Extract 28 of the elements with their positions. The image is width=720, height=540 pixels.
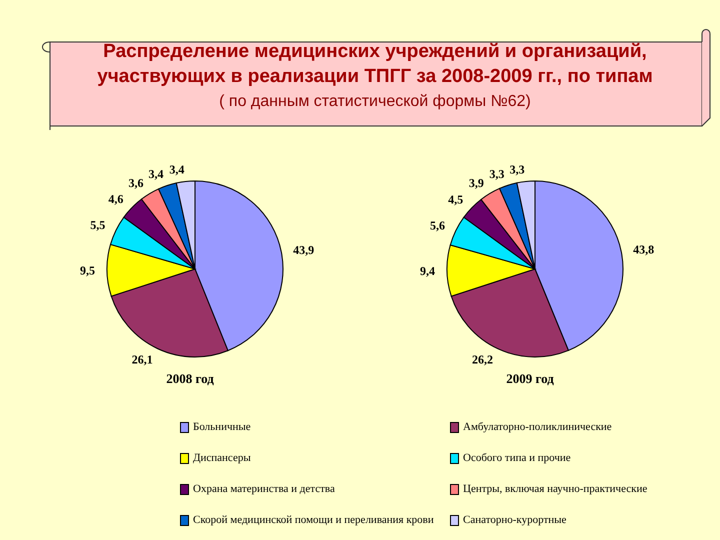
- data-label: 3,3: [510, 162, 525, 177]
- text: 2009 год: [506, 371, 554, 386]
- data-label: 5,5: [90, 218, 106, 232]
- data-label: 43,8: [633, 242, 654, 257]
- legend-label: Больничные: [193, 421, 251, 433]
- legend-label: Амбулаторно-поликлинические: [463, 421, 612, 433]
- data-label: 4,6: [108, 192, 124, 206]
- chart-title: Распределение медицинских учреждений и организаций, участвующих в реализации ТПГГ за 2008-2009 гг., по типам: [96, 40, 654, 89]
- data-label: 3,4: [148, 167, 164, 182]
- data-label: 5,6: [430, 218, 446, 232]
- legend-label: Санаторно-курортные: [463, 514, 566, 526]
- chart-subtitle: ( по данным статистической формы №62): [218, 92, 532, 112]
- text: 2008 год: [166, 371, 214, 386]
- legend-label: Центры, включая научно-практические: [463, 483, 648, 495]
- data-label: 26,2: [472, 352, 493, 367]
- data-label: 4,5: [448, 192, 464, 206]
- data-label: 3,3: [489, 166, 504, 181]
- data-label: 9,4: [420, 264, 436, 278]
- data-label: 43,9: [293, 242, 314, 257]
- data-label: 3,9: [468, 176, 484, 190]
- legend-label: Скорой медицинской помощи и переливания крови: [193, 514, 434, 526]
- data-label: 9,5: [80, 264, 96, 278]
- legend-label: Диспансеры: [193, 452, 251, 464]
- legend-label: Особого типа и прочие: [463, 452, 571, 464]
- legend-label: Охрана материнства и детства: [193, 483, 335, 495]
- data-label: 3,6: [128, 176, 144, 190]
- data-label: 26,1: [132, 352, 153, 367]
- data-label: 3,4: [169, 162, 184, 177]
